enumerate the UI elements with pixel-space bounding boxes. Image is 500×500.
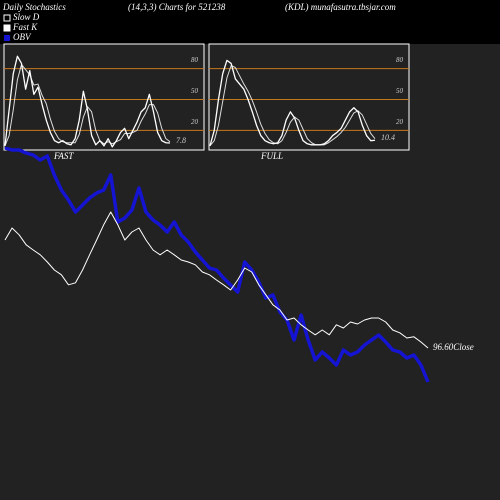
legend-swatch — [3, 24, 11, 32]
chart-subtitle: (14,3,3) Charts for 521238 — [128, 2, 226, 12]
last-value-label: 10.4 — [381, 133, 395, 142]
stoch-line — [4, 55, 171, 148]
stoch-line — [4, 63, 171, 147]
stoch-line — [209, 59, 376, 147]
panel-frame — [3, 43, 205, 151]
last-value-label: 7.8 — [176, 136, 186, 145]
legend-label: OBV — [13, 32, 32, 42]
chart-title: Daily Stochastics — [2, 2, 66, 12]
y-tick-label: 50 — [396, 87, 404, 95]
legend-label: Slow D — [13, 12, 40, 22]
source: (KDL) munafasutra.tbsjar.com — [285, 2, 396, 12]
y-tick-label: 20 — [396, 118, 404, 126]
panel-title: FULL — [260, 151, 283, 161]
legend-swatch — [3, 14, 11, 22]
obv-line — [4, 146, 430, 383]
y-tick-label: 80 — [191, 56, 199, 64]
legend-swatch — [4, 35, 10, 41]
y-tick-label: 80 — [396, 56, 404, 64]
y-tick-label: 20 — [191, 118, 199, 126]
y-tick-label: 50 — [191, 87, 199, 95]
panel-frame — [208, 43, 410, 151]
stoch-line — [209, 65, 376, 147]
legend-label: Fast K — [12, 22, 38, 32]
panel-title: FAST — [53, 151, 74, 161]
close-label: 96.60Close — [433, 342, 474, 352]
price-line — [4, 211, 429, 349]
